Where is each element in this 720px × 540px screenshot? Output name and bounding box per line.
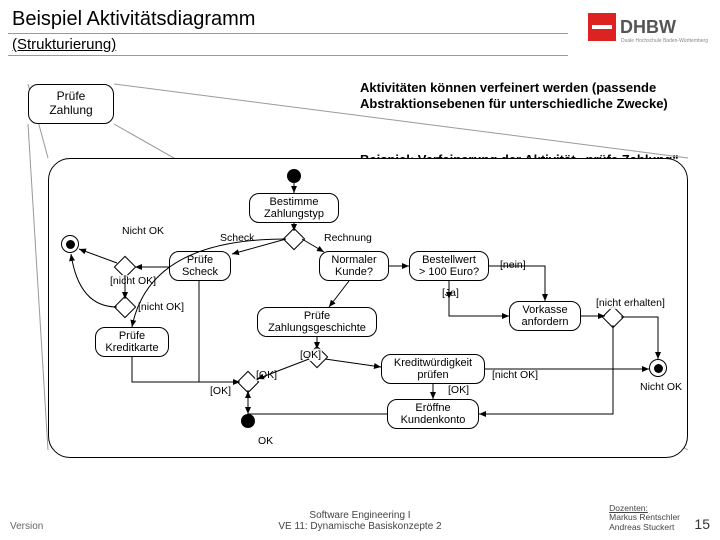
lbl-nicht-ok-title: Nicht OK [121,225,165,237]
act-vorkasse-label: Vorkasse anfordern [521,304,568,328]
logo-icon [588,13,616,41]
title-box: Beispiel Aktivitätsdiagramm (Strukturier… [8,6,568,56]
note-refinement: Aktivitäten können verfeinert werden (pa… [360,80,700,113]
act-bestimme-label: Bestimme Zahlungstyp [264,196,324,220]
act-pruefe-kreditkarte: Prüfe Kreditkarte [95,327,169,357]
refined-activity-frame: Bestimme Zahlungstyp Prüfe Scheck Normal… [48,158,688,458]
decision-vorkasse-rx [602,306,625,329]
act-pruefe-kredit-label: Prüfe Kreditkarte [105,330,158,354]
act-vorkasse: Vorkasse anfordern [509,301,581,331]
footer-c2: VE 11: Dynamische Basiskonzepte 2 [278,521,441,532]
initial-node [287,169,301,183]
act-pruefe-scheck-label: Prüfe Scheck [182,254,218,278]
act-eroeffne-label: Eröffne Kundenkonto [401,402,466,426]
lbl-nein: [nein] [499,259,527,271]
logo-subtext: Duale Hochschule Baden-Württemberg [621,38,708,44]
lbl-nicht-ok-r: Nicht OK [639,381,683,393]
decision-kredit-ok [114,296,137,319]
final-ok [241,414,255,428]
act-normaler-kunde: Normaler Kunde? [319,251,389,281]
act-bestimme: Bestimme Zahlungstyp [249,193,339,223]
flow-final-nichtok-right [649,359,667,377]
flow-final-nichtok-left [61,235,79,253]
lbl-rechnung: Rechnung [323,232,373,244]
act-pruefe-hist-label: Prüfe Zahlungsgeschichte [268,310,366,334]
outer-activity: Prüfe Zahlung [28,84,114,124]
outer-activity-label: Prüfe Zahlung [49,89,92,117]
footer-c1: Software Engineering I [309,510,410,521]
act-bestellwert-label: Bestellwert > 100 Euro? [419,254,479,278]
lbl-nicht-ok3: [nicht OK] [491,369,539,381]
lbl-nicht-ok2: [nicht OK] [137,301,185,313]
act-eroeffne: Eröffne Kundenkonto [387,399,479,429]
act-pruefe-scheck: Prüfe Scheck [169,251,231,281]
slide: Beispiel Aktivitätsdiagramm (Strukturier… [0,0,720,540]
page-number: 15 [694,516,710,532]
footer-authors: Dozenten: Markus Rentschler Andreas Stuc… [609,504,680,532]
lbl-ok1: [OK] [299,349,322,361]
lbl-scheck: Scheck [219,232,255,244]
act-kreditw: Kreditwürdigkeit prüfen [381,354,485,384]
lbl-ok3: [OK] [209,385,232,397]
lbl-nicht-erhalten: [nicht erhalten] [595,297,666,309]
lbl-nicht-ok1: [nicht OK] [109,275,157,287]
lbl-ok-bottom: OK [257,435,274,447]
slide-subtitle: (Strukturierung) [8,34,568,56]
act-pruefe-historie: Prüfe Zahlungsgeschichte [257,307,377,337]
lbl-ok4: [OK] [447,384,470,396]
lbl-ja: [Ja] [441,287,460,299]
act-normaler-label: Normaler Kunde? [331,254,376,278]
footer-r3: Andreas Stuckert [609,522,674,532]
decision-zahlungstyp [283,228,306,251]
act-bestellwert: Bestellwert > 100 Euro? [409,251,489,281]
lbl-ok2: [OK] [255,369,278,381]
logo-text: DHBW [620,17,676,38]
act-kreditw-label: Kreditwürdigkeit prüfen [394,357,472,381]
slide-title: Beispiel Aktivitätsdiagramm [8,6,568,34]
